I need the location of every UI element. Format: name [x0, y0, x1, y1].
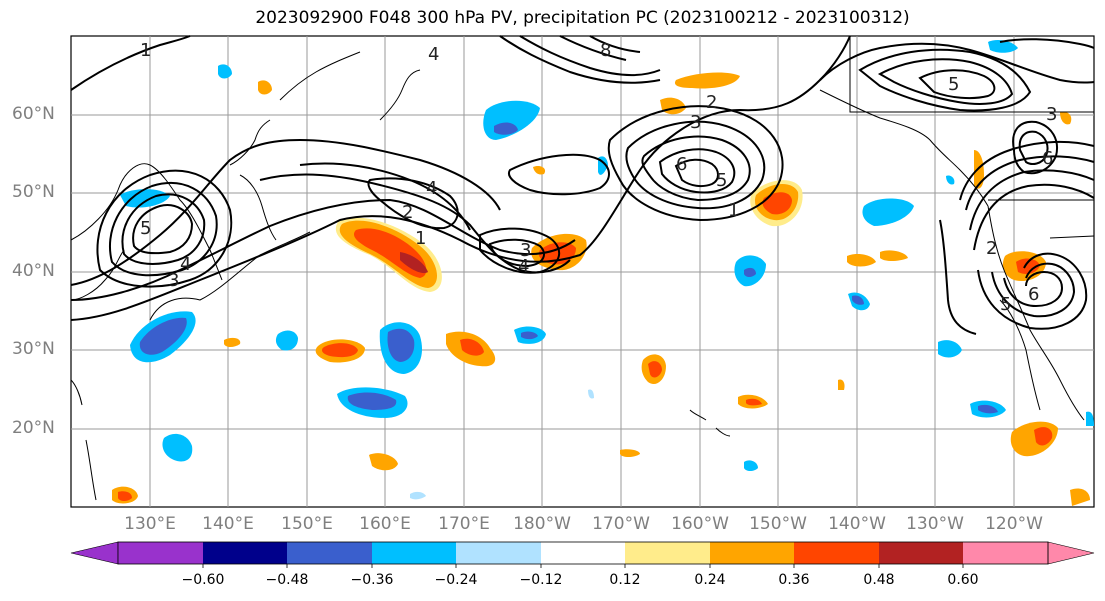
- colorbar-tick-label: 0.36: [778, 572, 810, 588]
- svg-text:5: 5: [1000, 294, 1011, 315]
- lon-label-130e: 130°E: [124, 514, 176, 534]
- colorbar-tick-label: −0.48: [265, 572, 309, 588]
- lon-label-170w: 170°W: [592, 514, 650, 534]
- colorbar-tick-label: −0.36: [350, 572, 394, 588]
- svg-text:8: 8: [600, 40, 611, 61]
- lat-label-20n: 20°N: [12, 418, 55, 438]
- svg-text:1: 1: [415, 228, 426, 249]
- pv-contours: [70, 35, 1095, 335]
- svg-text:6: 6: [1028, 284, 1039, 305]
- contour-label: 1: [140, 40, 151, 61]
- lon-label-130w: 130°W: [906, 514, 964, 534]
- precip-positive: [112, 72, 1090, 506]
- colorbar-tick-label: 0.60: [947, 572, 979, 588]
- svg-text:6: 6: [1042, 148, 1053, 169]
- svg-text:6: 6: [676, 154, 687, 175]
- svg-text:2: 2: [402, 202, 413, 223]
- colorbar-tick-label: 0.48: [863, 572, 895, 588]
- svg-text:5: 5: [140, 218, 151, 239]
- svg-text:4: 4: [518, 256, 529, 277]
- svg-text:3: 3: [690, 112, 701, 133]
- coastlines: [70, 36, 1095, 501]
- lat-label-30n: 30°N: [12, 339, 55, 359]
- colorbar-tick-label: −0.24: [434, 572, 478, 588]
- svg-text:5: 5: [716, 170, 727, 191]
- lon-label-140w: 140°W: [828, 514, 886, 534]
- svg-text:4: 4: [180, 254, 191, 275]
- svg-text:5: 5: [948, 74, 959, 95]
- colorbar-tick-label: −0.12: [519, 572, 563, 588]
- svg-text:1: 1: [728, 200, 739, 221]
- lat-label-50n: 50°N: [12, 182, 55, 202]
- svg-text:4: 4: [428, 44, 439, 65]
- map-title: 2023092900 F048 300 hPa PV, precipitatio…: [255, 8, 910, 28]
- lat-label-60n: 60°N: [12, 104, 55, 124]
- svg-text:3: 3: [1046, 104, 1057, 125]
- lon-label-170e: 170°E: [438, 514, 490, 534]
- lon-label-160e: 160°E: [359, 514, 411, 534]
- colorbar-tick-label: −0.60: [181, 572, 225, 588]
- lon-label-160w: 160°W: [671, 514, 729, 534]
- colorbar: [70, 541, 1095, 568]
- svg-text:2: 2: [986, 238, 997, 259]
- svg-text:3: 3: [168, 270, 179, 291]
- lon-label-150w: 150°W: [749, 514, 807, 534]
- svg-text:2: 2: [706, 92, 717, 113]
- svg-text:3: 3: [520, 240, 531, 261]
- precip-negative: [120, 40, 1094, 500]
- lat-label-40n: 40°N: [12, 261, 55, 281]
- lon-label-150e: 150°E: [281, 514, 333, 534]
- contour-labels: 1 4 2 4 1 3 4 2 3 6 5 1 8 5 4 3 5 3 6 2 …: [140, 40, 1057, 315]
- lon-label-120w: 120°W: [985, 514, 1043, 534]
- lon-label-140e: 140°E: [202, 514, 254, 534]
- svg-text:4: 4: [426, 178, 437, 199]
- colorbar-tick-label: 0.24: [694, 572, 726, 588]
- graticule: [71, 36, 1094, 507]
- colorbar-tick-label: 0.12: [609, 572, 641, 588]
- lon-label-180w: 180°W: [513, 514, 571, 534]
